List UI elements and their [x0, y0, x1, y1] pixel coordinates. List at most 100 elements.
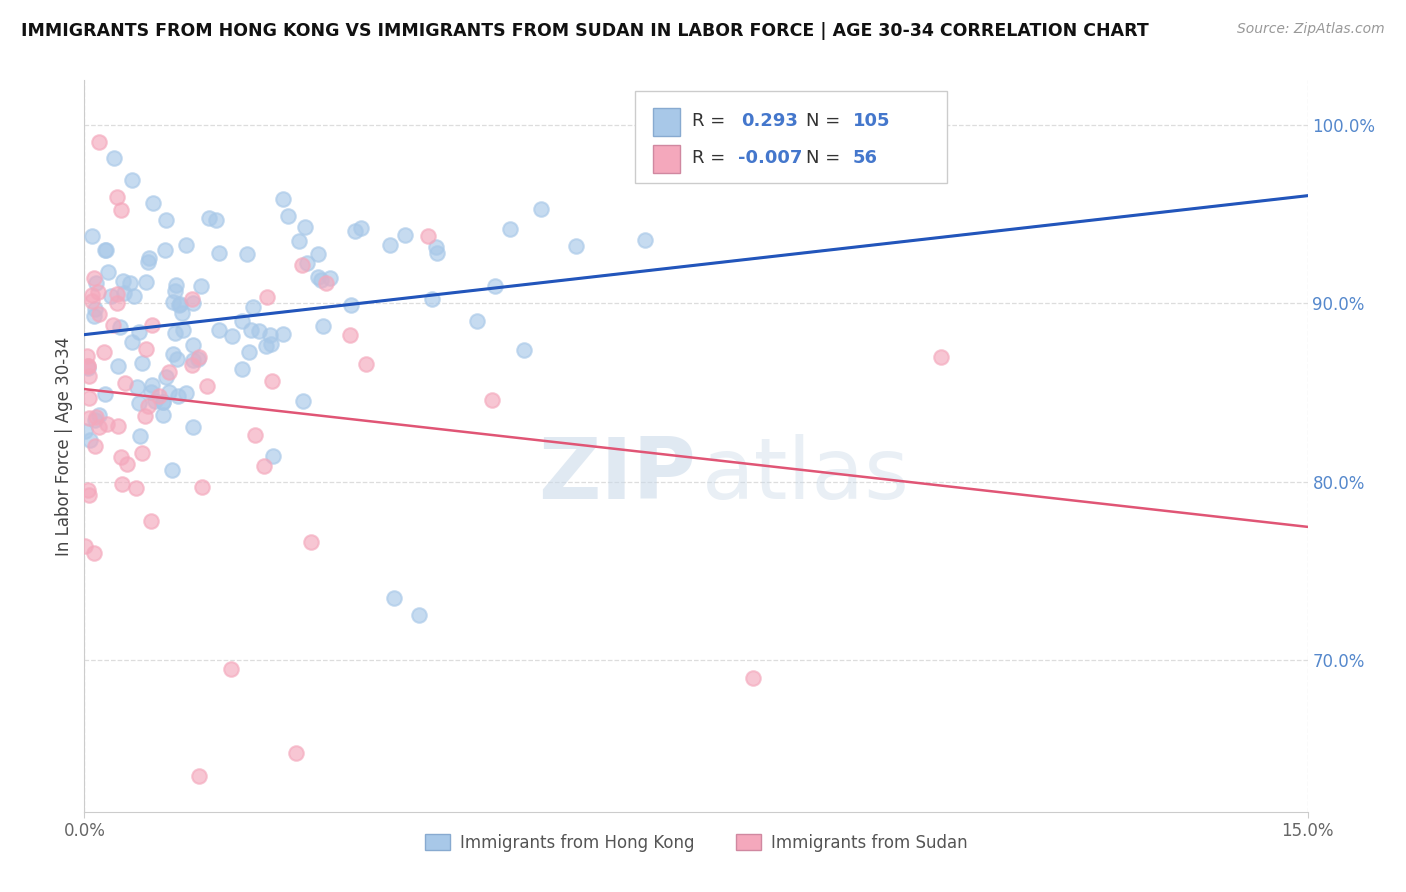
Text: 105: 105 [852, 112, 890, 130]
Point [135, 275, 157, 289]
Point [340, 298, 363, 312]
Point [128, 429, 150, 443]
Text: R =: R = [692, 112, 731, 130]
Point [205, 213, 228, 227]
Point [165, 277, 187, 292]
Point [465, 313, 488, 327]
Point [87, 408, 110, 422]
Point [181, 296, 204, 310]
Point [271, 192, 294, 206]
Point [174, 386, 197, 401]
Point [354, 357, 377, 371]
Point [141, 318, 163, 332]
Point [131, 356, 153, 370]
Point [271, 326, 294, 341]
Point [260, 374, 283, 388]
Point [288, 235, 311, 249]
Point [425, 240, 447, 254]
Y-axis label: In Labor Force | Age 30-34: In Labor Force | Age 30-34 [55, 336, 73, 556]
Point [742, 671, 765, 685]
Point [187, 351, 209, 365]
Point [169, 297, 191, 311]
Point [110, 202, 132, 217]
Point [252, 459, 274, 474]
Point [121, 335, 143, 350]
Point [84, 302, 107, 317]
Point [160, 462, 183, 476]
Point [77, 361, 100, 376]
Point [260, 336, 283, 351]
FancyBboxPatch shape [654, 108, 681, 136]
Text: ZIP: ZIP [538, 434, 696, 516]
Point [187, 352, 209, 367]
Point [299, 534, 322, 549]
Point [153, 243, 176, 257]
Point [155, 212, 177, 227]
Text: N =: N = [806, 112, 846, 130]
Point [77, 368, 100, 383]
Point [163, 284, 186, 298]
Point [94, 387, 117, 401]
Point [315, 276, 337, 290]
Point [100, 288, 122, 302]
Point [77, 359, 100, 373]
Point [382, 591, 405, 605]
Point [105, 190, 128, 204]
Point [141, 378, 163, 392]
Point [77, 483, 100, 497]
Point [76, 349, 98, 363]
Point [84, 410, 107, 425]
Point [120, 277, 142, 291]
Point [79, 392, 101, 406]
Point [128, 325, 150, 339]
Point [191, 480, 214, 494]
Point [121, 173, 143, 187]
Text: IMMIGRANTS FROM HONG KONG VS IMMIGRANTS FROM SUDAN IN LABOR FORCE | AGE 30-34 CO: IMMIGRANTS FROM HONG KONG VS IMMIGRANTS … [21, 22, 1149, 40]
Point [87, 307, 110, 321]
Point [481, 393, 503, 408]
FancyBboxPatch shape [654, 145, 681, 173]
Point [380, 237, 402, 252]
Point [136, 254, 159, 268]
Point [87, 420, 110, 434]
Point [513, 343, 536, 358]
Point [79, 433, 101, 447]
Point [105, 296, 128, 310]
Point [96, 417, 118, 431]
Text: -0.007: -0.007 [738, 149, 801, 167]
Point [94, 243, 117, 257]
Point [238, 344, 260, 359]
Point [82, 288, 104, 302]
Point [292, 394, 315, 409]
Point [162, 294, 184, 309]
Point [83, 412, 105, 426]
Point [84, 276, 107, 290]
Point [125, 481, 148, 495]
Point [105, 287, 128, 301]
Point [152, 395, 174, 409]
Point [295, 256, 318, 270]
Point [82, 228, 104, 243]
Point [166, 351, 188, 366]
Point [240, 323, 263, 337]
Point [83, 546, 105, 560]
Point [309, 273, 332, 287]
Point [243, 428, 266, 442]
Point [103, 318, 125, 332]
Point [307, 270, 329, 285]
Point [262, 450, 284, 464]
Point [112, 286, 135, 301]
Point [339, 327, 361, 342]
Point [135, 342, 157, 356]
Point [107, 419, 129, 434]
Point [187, 769, 209, 783]
Legend: Immigrants from Hong Kong, Immigrants from Sudan: Immigrants from Hong Kong, Immigrants fr… [418, 827, 974, 858]
Point [181, 352, 204, 367]
Point [163, 326, 186, 340]
Point [172, 323, 194, 337]
Point [343, 224, 366, 238]
Point [195, 378, 218, 392]
Point [87, 136, 110, 150]
Point [162, 346, 184, 360]
Point [530, 202, 553, 216]
